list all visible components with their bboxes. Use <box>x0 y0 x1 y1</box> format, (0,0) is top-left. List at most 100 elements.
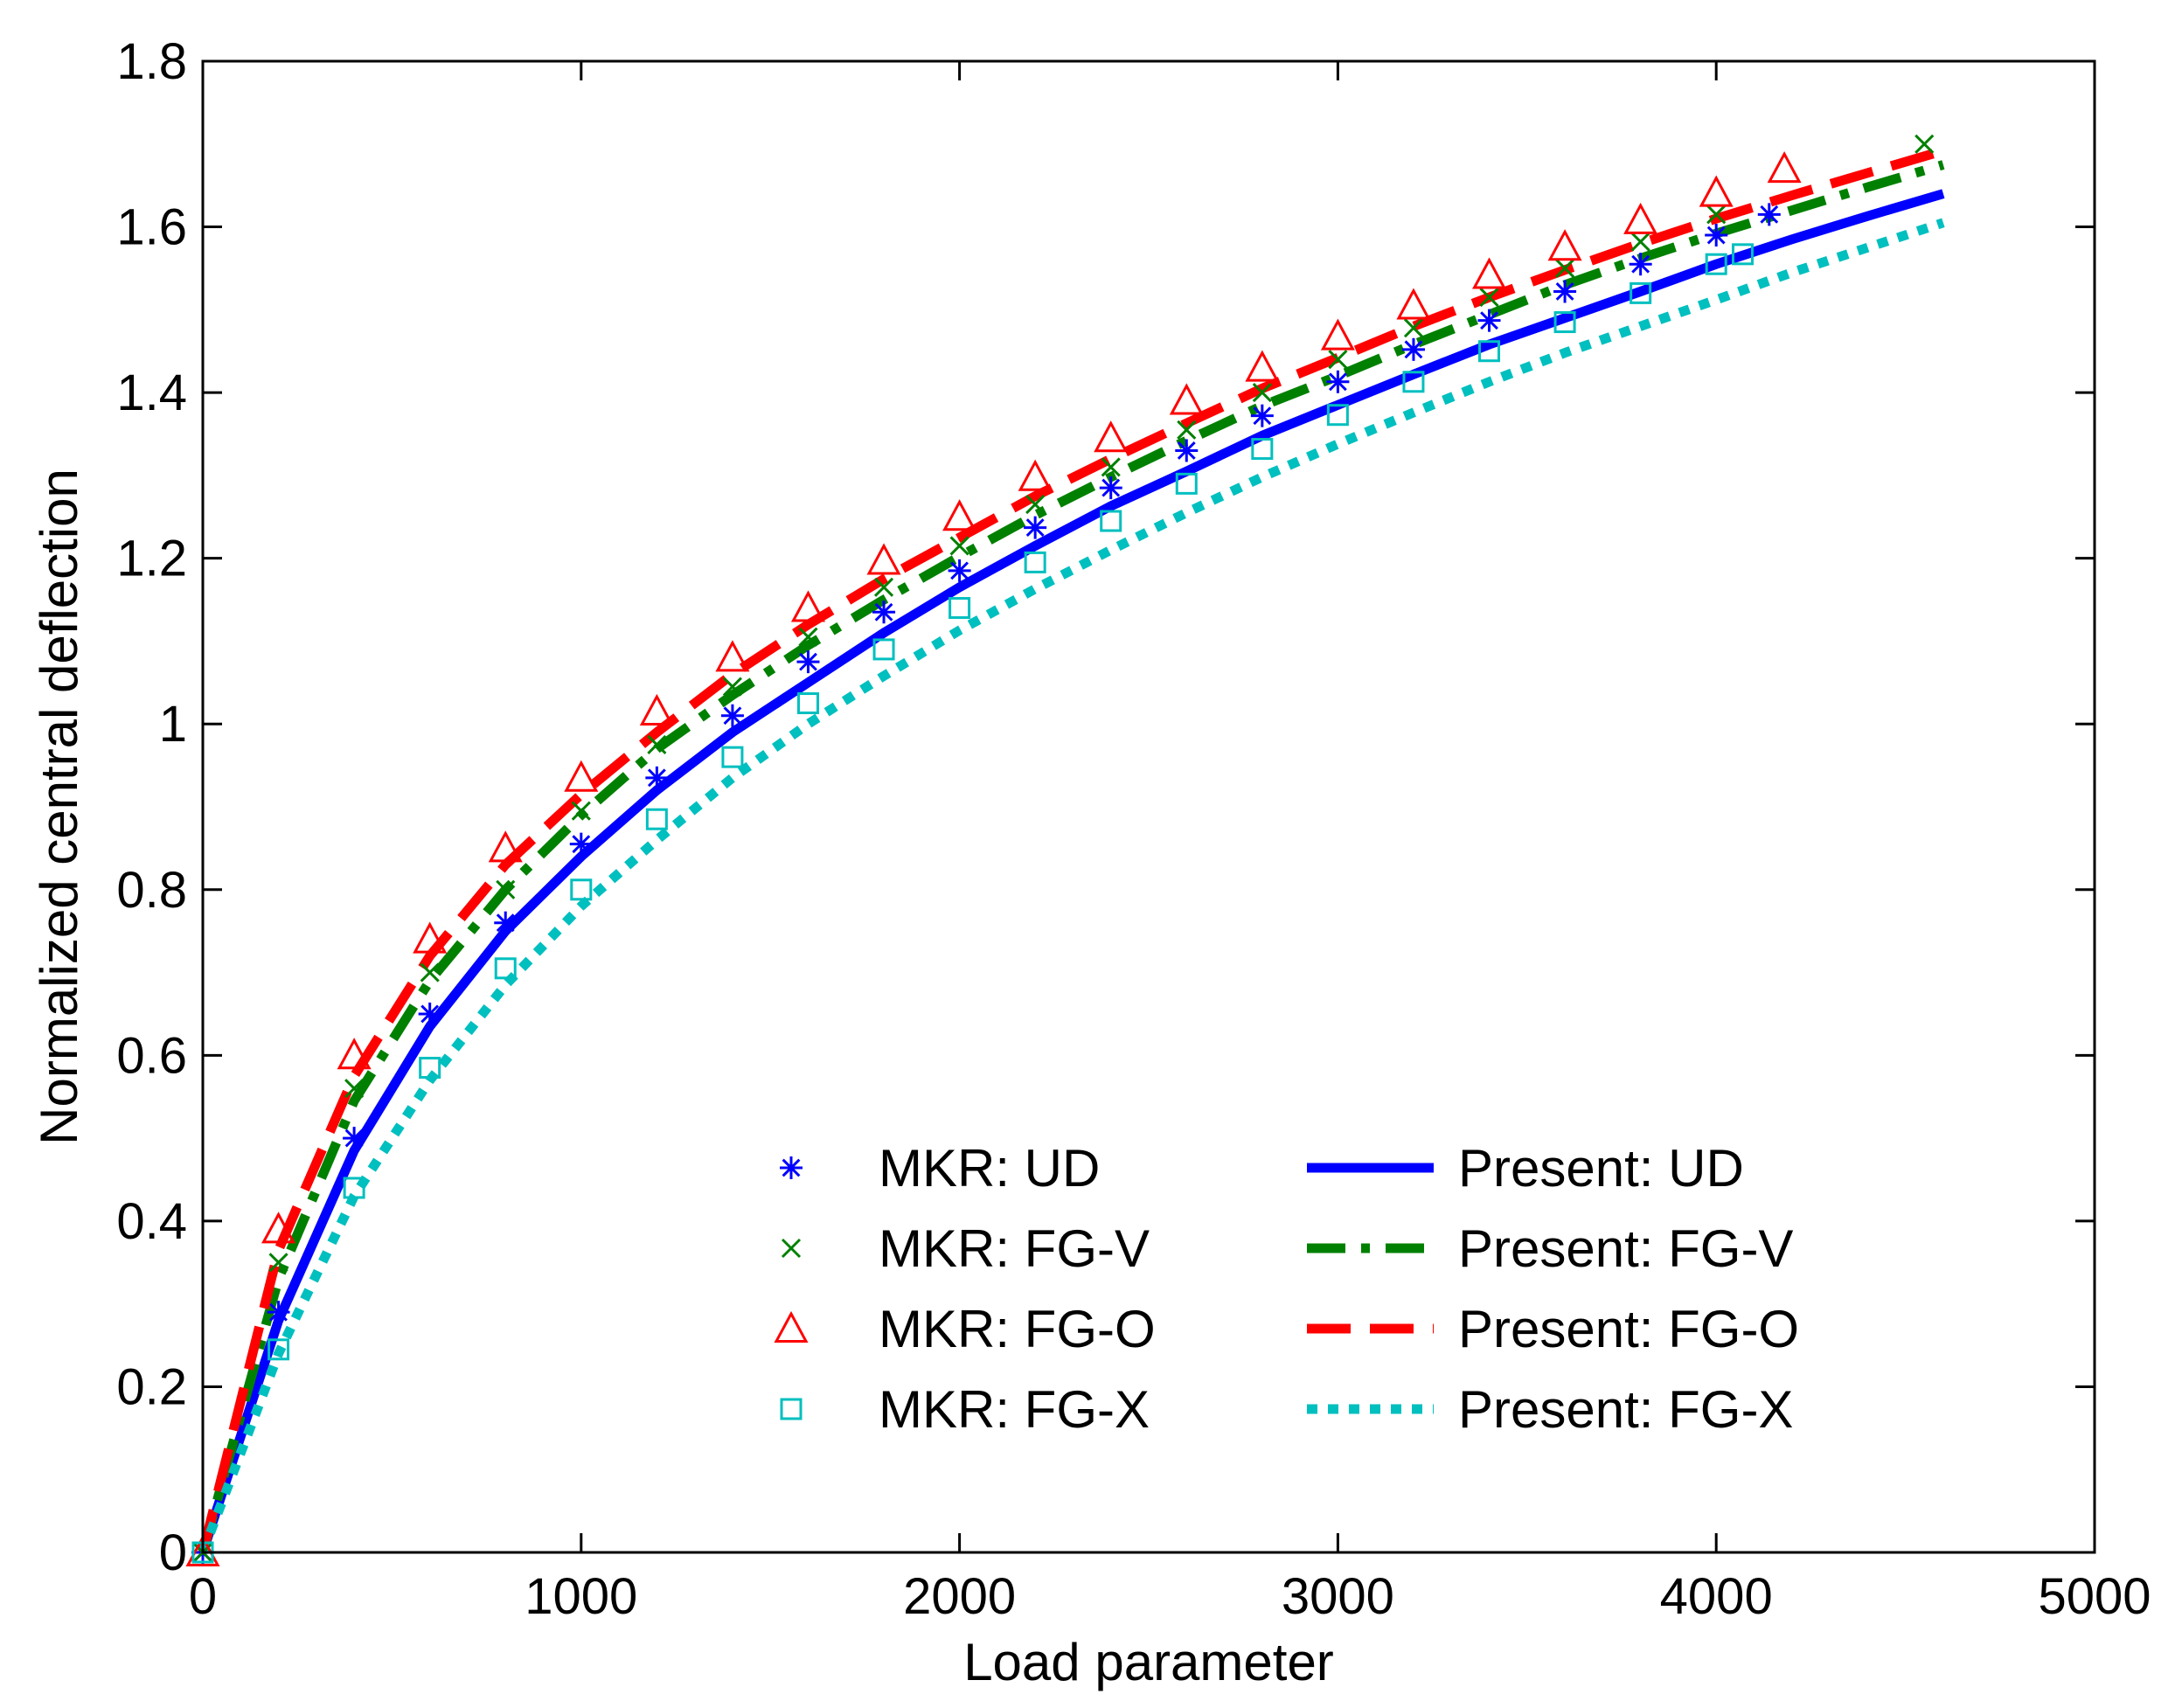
marker-mkr-ud <box>720 704 744 727</box>
marker-mkr-ud <box>494 911 518 934</box>
marker-mkr-fg-x <box>1100 510 1122 532</box>
marker-mkr-fg-v <box>1555 258 1575 279</box>
marker-mkr-fg-o <box>866 543 901 575</box>
x-axis-title: Load parameter <box>963 1633 1334 1691</box>
plot-area-frame <box>201 59 2096 1554</box>
legend-symbol-mkr-fg-x <box>780 1398 803 1420</box>
marker-mkr-fg-x <box>1251 438 1274 461</box>
line-present-ud <box>198 189 1945 1554</box>
marker-mkr-ud <box>1175 439 1199 462</box>
marker-mkr-fg-x <box>1326 404 1349 427</box>
marker-mkr-fg-o <box>1767 151 1802 184</box>
marker-mkr-fg-v <box>722 677 742 697</box>
legend-label-mkr-fg-x: MKR: FG-X <box>879 1380 1150 1439</box>
legend-symbol-mkr-fg-o <box>774 1310 809 1343</box>
series-markers <box>185 134 1935 1566</box>
marker-mkr-fg-o <box>261 1212 296 1244</box>
marker-mkr-fg-x <box>343 1177 365 1199</box>
legend-label-mkr-fg-o: MKR: FG-O <box>879 1300 1156 1358</box>
marker-mkr-ud <box>1553 280 1577 303</box>
axis-tick-labels: 0 1000 2000 3000 4000 5000 0 0.2 0.4 0.6 0.8 1 1.2 1.… <box>116 33 2151 1625</box>
marker-mkr-fg-o <box>1699 175 1734 207</box>
marker-mkr-ud <box>1757 203 1781 226</box>
marker-mkr-ud <box>569 832 593 856</box>
marker-mkr-fg-v <box>1403 318 1424 338</box>
marker-mkr-fg-o <box>942 499 977 531</box>
marker-mkr-fg-v <box>798 627 818 647</box>
marker-mkr-fg-x <box>1024 551 1046 573</box>
marker-mkr-fg-o <box>639 693 674 726</box>
legend-symbol-mkr-fg-v <box>781 1238 802 1259</box>
marker-mkr-fg-x <box>1402 371 1425 393</box>
marker-mkr-ud <box>796 650 820 674</box>
marker-mkr-fg-v <box>1479 288 1499 308</box>
y-tick-label: 0.4 <box>116 1193 187 1250</box>
marker-mkr-ud <box>418 1002 441 1025</box>
marker-mkr-ud <box>1705 224 1728 247</box>
x-tick-label: 5000 <box>2038 1568 2151 1625</box>
marker-mkr-fg-x <box>419 1057 441 1080</box>
legend-label-mkr-fg-v: MKR: FG-V <box>879 1219 1150 1278</box>
marker-mkr-fg-v <box>1328 350 1348 370</box>
line-present-fg-v <box>198 160 1945 1554</box>
marker-mkr-fg-v <box>873 577 894 597</box>
marker-mkr-ud <box>1477 309 1501 332</box>
legend-label-present-fg-v: Present: FG-V <box>1458 1219 1793 1278</box>
marker-mkr-fg-o <box>413 921 448 954</box>
marker-mkr-fg-x <box>268 1338 290 1361</box>
marker-mkr-fg-o <box>1547 229 1582 261</box>
marker-mkr-fg-v <box>1914 134 1935 154</box>
marker-mkr-fg-v <box>268 1253 288 1273</box>
y-tick-label: 1.4 <box>116 365 187 421</box>
marker-mkr-fg-o <box>1169 383 1204 415</box>
marker-mkr-fg-o <box>790 590 825 622</box>
marker-mkr-fg-v <box>420 962 440 982</box>
marker-mkr-fg-v <box>1177 420 1197 440</box>
marker-mkr-ud <box>1024 516 1047 539</box>
marker-mkr-fg-x <box>721 746 744 768</box>
series-lines <box>198 146 1945 1554</box>
marker-mkr-fg-x <box>570 878 593 901</box>
marker-mkr-fg-x <box>1705 253 1727 275</box>
marker-mkr-fg-v <box>1630 232 1650 252</box>
marker-mkr-fg-o <box>1094 420 1129 453</box>
marker-mkr-fg-x <box>494 957 517 980</box>
marker-mkr-fg-x <box>872 638 895 661</box>
marker-mkr-fg-o <box>337 1038 372 1070</box>
marker-mkr-fg-x <box>645 808 668 830</box>
marker-mkr-fg-x <box>1731 243 1754 266</box>
marker-mkr-fg-v <box>571 801 591 821</box>
legend-label-present-fg-o: Present: FG-O <box>1458 1300 1799 1358</box>
marker-mkr-fg-v <box>1101 457 1121 477</box>
y-axis-title: Normalized central deflection <box>30 469 88 1145</box>
marker-mkr-ud <box>1250 404 1274 427</box>
legend: MKR: UD MKR: FG-V MKR: FG-O MKR: FG-X Presen… <box>774 1139 1799 1439</box>
y-tick-label: 1 <box>159 696 187 753</box>
y-tick-label: 0.2 <box>116 1358 187 1415</box>
y-tick-label: 0.6 <box>116 1027 187 1084</box>
marker-mkr-fg-v <box>647 734 667 754</box>
marker-mkr-fg-o <box>488 830 523 863</box>
marker-mkr-fg-x <box>1553 311 1576 334</box>
y-tick-label: 1.6 <box>116 199 187 256</box>
marker-mkr-fg-o <box>1245 350 1280 382</box>
marker-mkr-fg-v <box>344 1079 365 1099</box>
marker-mkr-fg-v <box>1252 383 1272 403</box>
marker-mkr-ud <box>1099 476 1122 500</box>
x-tick-label: 4000 <box>1660 1568 1773 1625</box>
marker-mkr-fg-x <box>949 597 971 620</box>
legend-symbol-mkr-ud <box>780 1156 803 1179</box>
marker-mkr-ud <box>948 559 971 582</box>
marker-mkr-fg-o <box>1623 202 1658 234</box>
marker-mkr-fg-x <box>1630 281 1652 304</box>
marker-mkr-fg-v <box>1025 495 1046 515</box>
y-tick-label: 0 <box>159 1524 187 1581</box>
y-tick-label: 1.2 <box>116 531 187 587</box>
legend-label-mkr-ud: MKR: UD <box>879 1139 1100 1198</box>
x-tick-label: 2000 <box>903 1568 1016 1625</box>
marker-mkr-fg-x <box>796 692 819 715</box>
marker-mkr-fg-x <box>1478 340 1501 363</box>
marker-mkr-ud <box>1629 253 1652 276</box>
